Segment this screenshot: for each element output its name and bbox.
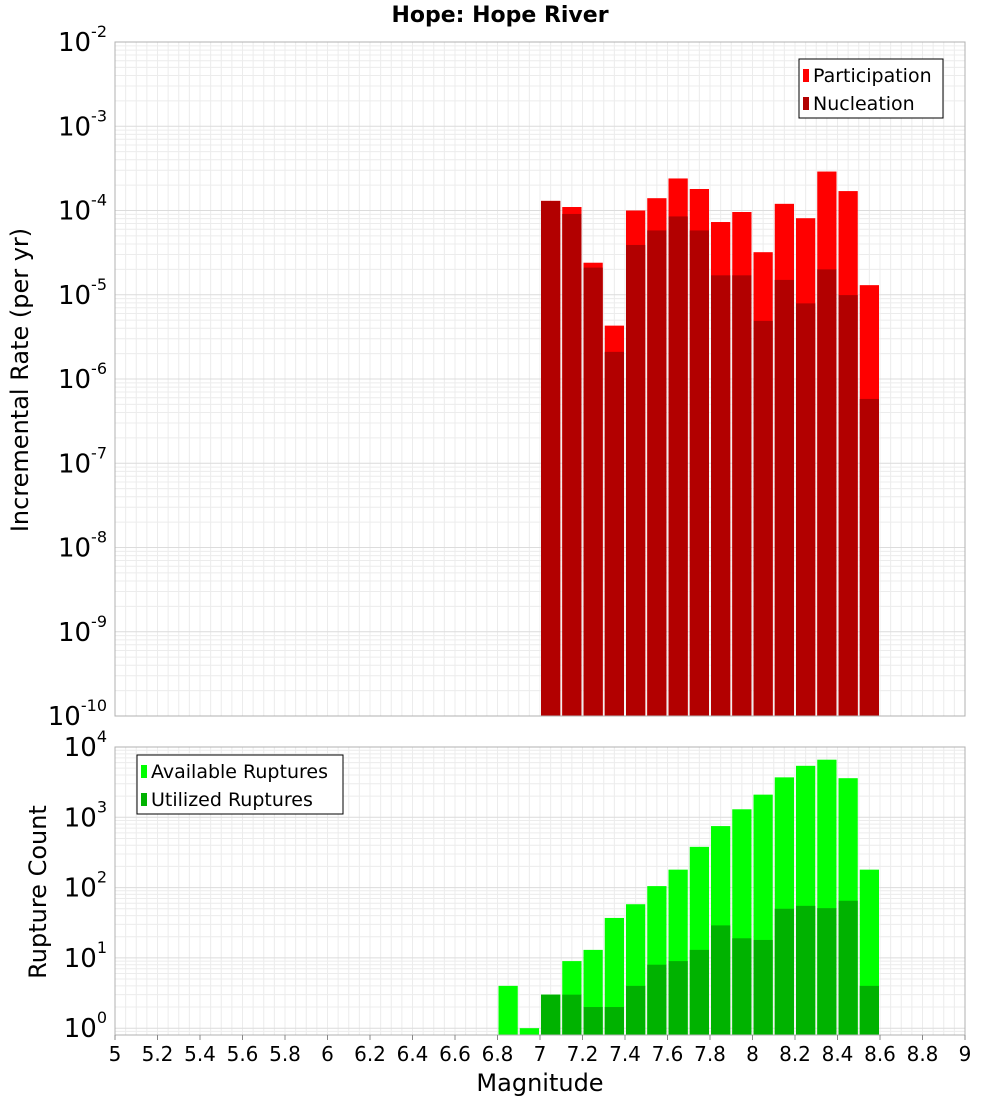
- x-tick-label: 8.4: [822, 1042, 854, 1066]
- bottom-y-ticks: 100 101 102 103 104: [64, 727, 107, 1044]
- legend-swatch-available-ruptures: [141, 765, 147, 778]
- bottom-bar-utilized-ruptures: [796, 905, 816, 1035]
- top-bar-nucleation: [817, 269, 837, 716]
- x-tick-label: 6.8: [482, 1042, 514, 1066]
- top-bar-nucleation: [711, 275, 731, 716]
- bottom-y-tick-label: 100: [64, 1008, 107, 1044]
- top-panel: 10-10 10-9 10-8 10-7 10-6 10-5 10-4 10-3 10-2 Par…: [48, 22, 966, 732]
- top-y-tick-label: 10-10: [48, 696, 107, 732]
- top-y-tick-label: 10-7: [58, 443, 107, 479]
- bottom-bar-utilized-ruptures: [689, 949, 709, 1035]
- x-tick-label: 9: [959, 1042, 972, 1066]
- x-tick-label: 6.4: [397, 1042, 429, 1066]
- bottom-bar-utilized-ruptures: [838, 900, 858, 1035]
- top-legend-box: [798, 58, 944, 119]
- bottom-bar-utilized-ruptures: [774, 908, 794, 1035]
- bottom-bar-available-ruptures: [604, 917, 624, 1035]
- legend-label-available-ruptures: Available Ruptures: [151, 761, 328, 783]
- bottom-panel: 100 101 102 103 104 5 5.2 5.4 5.6 5.8 6 6.2 6.4 6.6 6.…: [64, 727, 972, 1066]
- x-tick-label: 6.2: [354, 1042, 386, 1066]
- top-y-tick-label: 10-6: [58, 359, 107, 395]
- x-axis-label: Magnitude: [476, 1069, 603, 1097]
- x-tick-label: 5.8: [269, 1042, 301, 1066]
- top-y-ticks: 10-10 10-9 10-8 10-7 10-6 10-5 10-4 10-3 10-2: [48, 22, 107, 732]
- bottom-bar-utilized-ruptures: [583, 1007, 603, 1035]
- top-y-tick-label: 10-5: [58, 275, 107, 311]
- top-bars: [541, 171, 879, 717]
- top-bar-nucleation: [689, 230, 709, 716]
- legend-swatch-nucleation: [803, 97, 809, 110]
- legend-label-utilized-ruptures: Utilized Ruptures: [151, 789, 313, 811]
- top-bar-nucleation: [668, 216, 688, 716]
- x-tick-label: 7.8: [694, 1042, 726, 1066]
- x-tick-label: 5.4: [184, 1042, 216, 1066]
- top-bar-nucleation: [732, 275, 752, 716]
- x-tick-label: 5: [109, 1042, 122, 1066]
- bottom-bar-available-ruptures: [519, 1028, 539, 1035]
- bottom-bar-utilized-ruptures: [562, 994, 582, 1035]
- legend-label-participation: Participation: [813, 65, 932, 87]
- bottom-bar-utilized-ruptures: [541, 994, 561, 1035]
- x-tick-label: 8.2: [779, 1042, 811, 1066]
- bottom-bar-utilized-ruptures: [626, 985, 646, 1035]
- top-y-tick-label: 10-2: [58, 22, 107, 58]
- bottom-bar-utilized-ruptures: [753, 939, 773, 1035]
- top-legend: Participation Nucleation: [798, 58, 944, 119]
- top-bar-nucleation: [647, 230, 667, 716]
- top-bar-nucleation: [626, 244, 646, 716]
- bottom-bar-utilized-ruptures: [817, 908, 837, 1035]
- bottom-legend-box: [136, 754, 344, 815]
- bottom-y-axis-label: Rupture Count: [24, 805, 52, 979]
- bottom-legend: Available Ruptures Utilized Ruptures: [136, 754, 344, 815]
- top-frame: [114, 41, 966, 717]
- x-tick-label: 8.6: [864, 1042, 896, 1066]
- x-tick-label: 8.8: [907, 1042, 939, 1066]
- top-bar-nucleation: [562, 213, 582, 717]
- top-y-tick-label: 10-9: [58, 612, 107, 648]
- bottom-bar-utilized-ruptures: [604, 1007, 624, 1035]
- x-tick-label: 5.2: [142, 1042, 174, 1066]
- top-bar-nucleation: [583, 267, 603, 716]
- legend-label-nucleation: Nucleation: [813, 93, 915, 115]
- bottom-bar-available-ruptures: [498, 985, 518, 1035]
- top-gridlines: [114, 42, 966, 717]
- x-tick-label: 5.6: [227, 1042, 259, 1066]
- x-tick-label: 7.6: [652, 1042, 684, 1066]
- x-tick-label: 7: [534, 1042, 547, 1066]
- top-bar-nucleation: [859, 398, 879, 716]
- top-bar-nucleation: [604, 351, 624, 716]
- top-bar-nucleation: [774, 279, 794, 716]
- x-tick-label: 8: [746, 1042, 759, 1066]
- top-y-axis-label: Incremental Rate (per yr): [6, 228, 34, 532]
- top-y-tick-label: 10-8: [58, 528, 107, 564]
- x-tick-label: 6: [321, 1042, 334, 1066]
- legend-swatch-participation: [803, 69, 809, 82]
- bottom-y-tick-label: 101: [64, 938, 107, 974]
- bottom-bar-utilized-ruptures: [732, 938, 752, 1035]
- x-tick-label: 7.4: [609, 1042, 641, 1066]
- top-bar-nucleation: [541, 200, 561, 716]
- x-tick-label: 6.6: [439, 1042, 471, 1066]
- top-bar-nucleation: [753, 320, 773, 716]
- bottom-y-tick-label: 103: [64, 797, 107, 833]
- top-y-tick-label: 10-3: [58, 106, 107, 142]
- bottom-bar-utilized-ruptures: [647, 964, 667, 1035]
- top-bar-nucleation: [796, 303, 816, 716]
- bottom-bars: [498, 759, 879, 1035]
- bottom-y-tick-label: 102: [64, 868, 107, 904]
- legend-swatch-utilized-ruptures: [141, 793, 147, 806]
- top-y-tick-label: 10-4: [58, 191, 107, 227]
- bottom-y-tick-label: 104: [64, 727, 107, 763]
- x-tick-label: 7.2: [567, 1042, 599, 1066]
- bottom-bar-utilized-ruptures: [859, 985, 879, 1035]
- chart-title: Hope: Hope River: [391, 3, 608, 28]
- bottom-x-ticks: 5 5.2 5.4 5.6 5.8 6 6.2 6.4 6.6 6.8 7 7.2 7.4 7.6 7.8 8…: [109, 1035, 972, 1066]
- top-bar-nucleation: [838, 295, 858, 716]
- bottom-bar-utilized-ruptures: [668, 961, 688, 1035]
- bottom-bar-utilized-ruptures: [711, 925, 731, 1035]
